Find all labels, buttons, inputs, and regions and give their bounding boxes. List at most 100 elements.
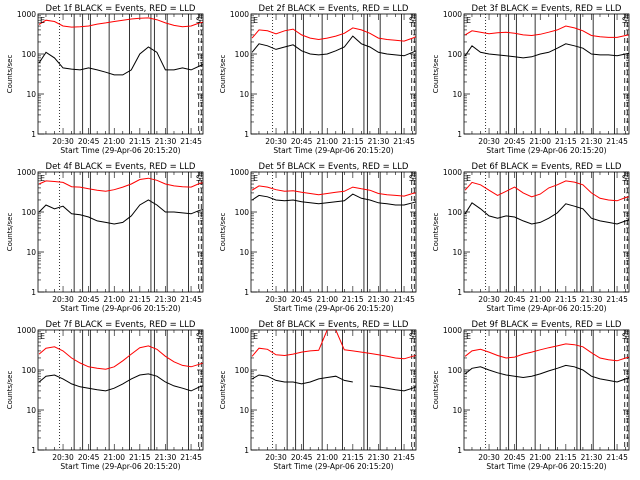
y-tick-label: 1000 xyxy=(443,326,462,335)
series-line-events xyxy=(464,202,630,225)
x-tick-label: 21:45 xyxy=(180,295,202,304)
x-tick-label: 21:15 xyxy=(555,137,577,146)
plot-frame xyxy=(37,13,204,135)
panel-marker-left: E xyxy=(40,16,45,25)
x-tick-label: 20:30 xyxy=(265,137,287,146)
x-tick-label: 20:45 xyxy=(291,295,313,304)
detector-panel-9: Det 9f BLACK = Events, RED = LLD Counts/s… xyxy=(432,320,630,471)
y-tick-label: 100 xyxy=(235,50,250,59)
panel-title: Det 9f BLACK = Events, RED = LLD xyxy=(472,320,622,330)
x-axis-label: Start Time (29-Apr-06 20:15:20) xyxy=(273,304,393,313)
y-tick-label: 1 xyxy=(244,446,249,455)
y-tick-label: 1 xyxy=(457,288,462,297)
series-line-events xyxy=(38,46,204,76)
y-tick-label: 1000 xyxy=(230,10,249,19)
x-tick-label: 21:00 xyxy=(316,295,338,304)
plot-frame xyxy=(250,13,417,135)
plot-frame xyxy=(37,171,204,293)
x-tick-label: 20:30 xyxy=(52,453,74,462)
panel-title: Det 2f BLACK = Events, RED = LLD xyxy=(259,4,409,14)
plot-frame xyxy=(463,329,630,451)
x-tick-label: 20:45 xyxy=(504,137,526,146)
detector-panel-2: Det 2f BLACK = Events, RED = LLD Counts/s… xyxy=(219,4,417,155)
x-tick-label: 20:30 xyxy=(478,137,500,146)
panel-marker-right: S xyxy=(622,332,627,341)
y-tick-label: 100 xyxy=(235,208,250,217)
x-tick-label: 21:45 xyxy=(393,295,415,304)
x-tick-label: 21:00 xyxy=(103,453,125,462)
panel-title: Det 3f BLACK = Events, RED = LLD xyxy=(472,4,622,14)
y-tick-label: 100 xyxy=(22,208,37,217)
x-tick-label: 20:45 xyxy=(504,453,526,462)
x-axis-label: Start Time (29-Apr-06 20:15:20) xyxy=(486,304,606,313)
x-tick-label: 21:30 xyxy=(581,137,603,146)
y-tick-label: 10 xyxy=(452,90,462,99)
x-tick-label: 21:15 xyxy=(129,137,151,146)
x-tick-label: 21:15 xyxy=(342,295,364,304)
panel-marker-right: S xyxy=(409,332,414,341)
y-axis-label: Counts/sec xyxy=(432,213,440,252)
series-line-lld xyxy=(38,345,204,370)
series-line-lld xyxy=(251,185,417,197)
y-tick-label: 10 xyxy=(26,406,36,415)
series-line-lld xyxy=(464,343,630,362)
x-tick-label: 21:15 xyxy=(342,453,364,462)
x-tick-label: 21:00 xyxy=(529,137,551,146)
x-tick-label: 20:30 xyxy=(52,137,74,146)
series-line-lld xyxy=(464,180,630,202)
y-tick-label: 1 xyxy=(31,288,36,297)
x-axis-label: Start Time (29-Apr-06 20:15:20) xyxy=(60,304,180,313)
x-tick-label: 21:15 xyxy=(342,137,364,146)
x-tick-label: 20:30 xyxy=(265,295,287,304)
x-tick-label: 21:30 xyxy=(155,295,177,304)
x-tick-label: 20:45 xyxy=(78,453,100,462)
series-line-lld xyxy=(38,177,204,192)
detector-panel-4: Det 4f BLACK = Events, RED = LLD Counts/s… xyxy=(6,162,204,313)
panel-marker-right: S xyxy=(196,16,201,25)
x-tick-label: 21:00 xyxy=(316,137,338,146)
x-tick-label: 21:15 xyxy=(555,295,577,304)
detector-panel-6: Det 6f BLACK = Events, RED = LLD Counts/s… xyxy=(432,162,630,313)
x-tick-label: 21:30 xyxy=(155,453,177,462)
panel-title: Det 6f BLACK = Events, RED = LLD xyxy=(472,162,622,172)
panel-marker-left: E xyxy=(40,332,45,341)
series-line-events xyxy=(251,193,417,206)
panel-marker-right: S xyxy=(409,16,414,25)
x-tick-label: 20:30 xyxy=(478,295,500,304)
x-tick-label: 21:30 xyxy=(581,295,603,304)
x-axis-label: Start Time (29-Apr-06 20:15:20) xyxy=(60,146,180,155)
panel-marker-left: E xyxy=(466,16,471,25)
x-tick-label: 21:30 xyxy=(368,137,390,146)
x-axis-label: Start Time (29-Apr-06 20:15:20) xyxy=(60,462,180,471)
y-tick-label: 1 xyxy=(244,288,249,297)
plot-frame xyxy=(463,171,630,293)
y-axis-label: Counts/sec xyxy=(6,213,14,252)
x-tick-label: 21:00 xyxy=(316,453,338,462)
panel-title: Det 5f BLACK = Events, RED = LLD xyxy=(259,162,409,172)
x-tick-label: 21:45 xyxy=(606,137,628,146)
x-tick-label: 21:45 xyxy=(180,137,202,146)
series-line-events xyxy=(251,35,417,57)
y-tick-label: 10 xyxy=(26,248,36,257)
y-tick-label: 1000 xyxy=(443,10,462,19)
detector-panel-1: Det 1f BLACK = Events, RED = LLD Counts/s… xyxy=(6,4,204,155)
y-tick-label: 10 xyxy=(239,406,249,415)
y-tick-label: 100 xyxy=(235,366,250,375)
x-tick-label: 20:30 xyxy=(265,453,287,462)
y-tick-label: 10 xyxy=(239,90,249,99)
x-tick-label: 21:30 xyxy=(368,295,390,304)
y-tick-label: 1000 xyxy=(17,326,36,335)
series-line-lld xyxy=(251,329,417,360)
y-axis-label: Counts/sec xyxy=(6,55,14,94)
x-tick-label: 21:00 xyxy=(103,295,125,304)
x-tick-label: 21:45 xyxy=(606,453,628,462)
detector-panel-8: Det 8f BLACK = Events, RED = LLD Counts/s… xyxy=(219,320,417,471)
y-tick-label: 100 xyxy=(448,50,463,59)
x-tick-label: 21:30 xyxy=(368,453,390,462)
panel-title: Det 4f BLACK = Events, RED = LLD xyxy=(46,162,196,172)
y-tick-label: 10 xyxy=(452,406,462,415)
y-tick-label: 10 xyxy=(26,90,36,99)
series-line-lld xyxy=(251,27,417,42)
plot-frame xyxy=(250,171,417,293)
